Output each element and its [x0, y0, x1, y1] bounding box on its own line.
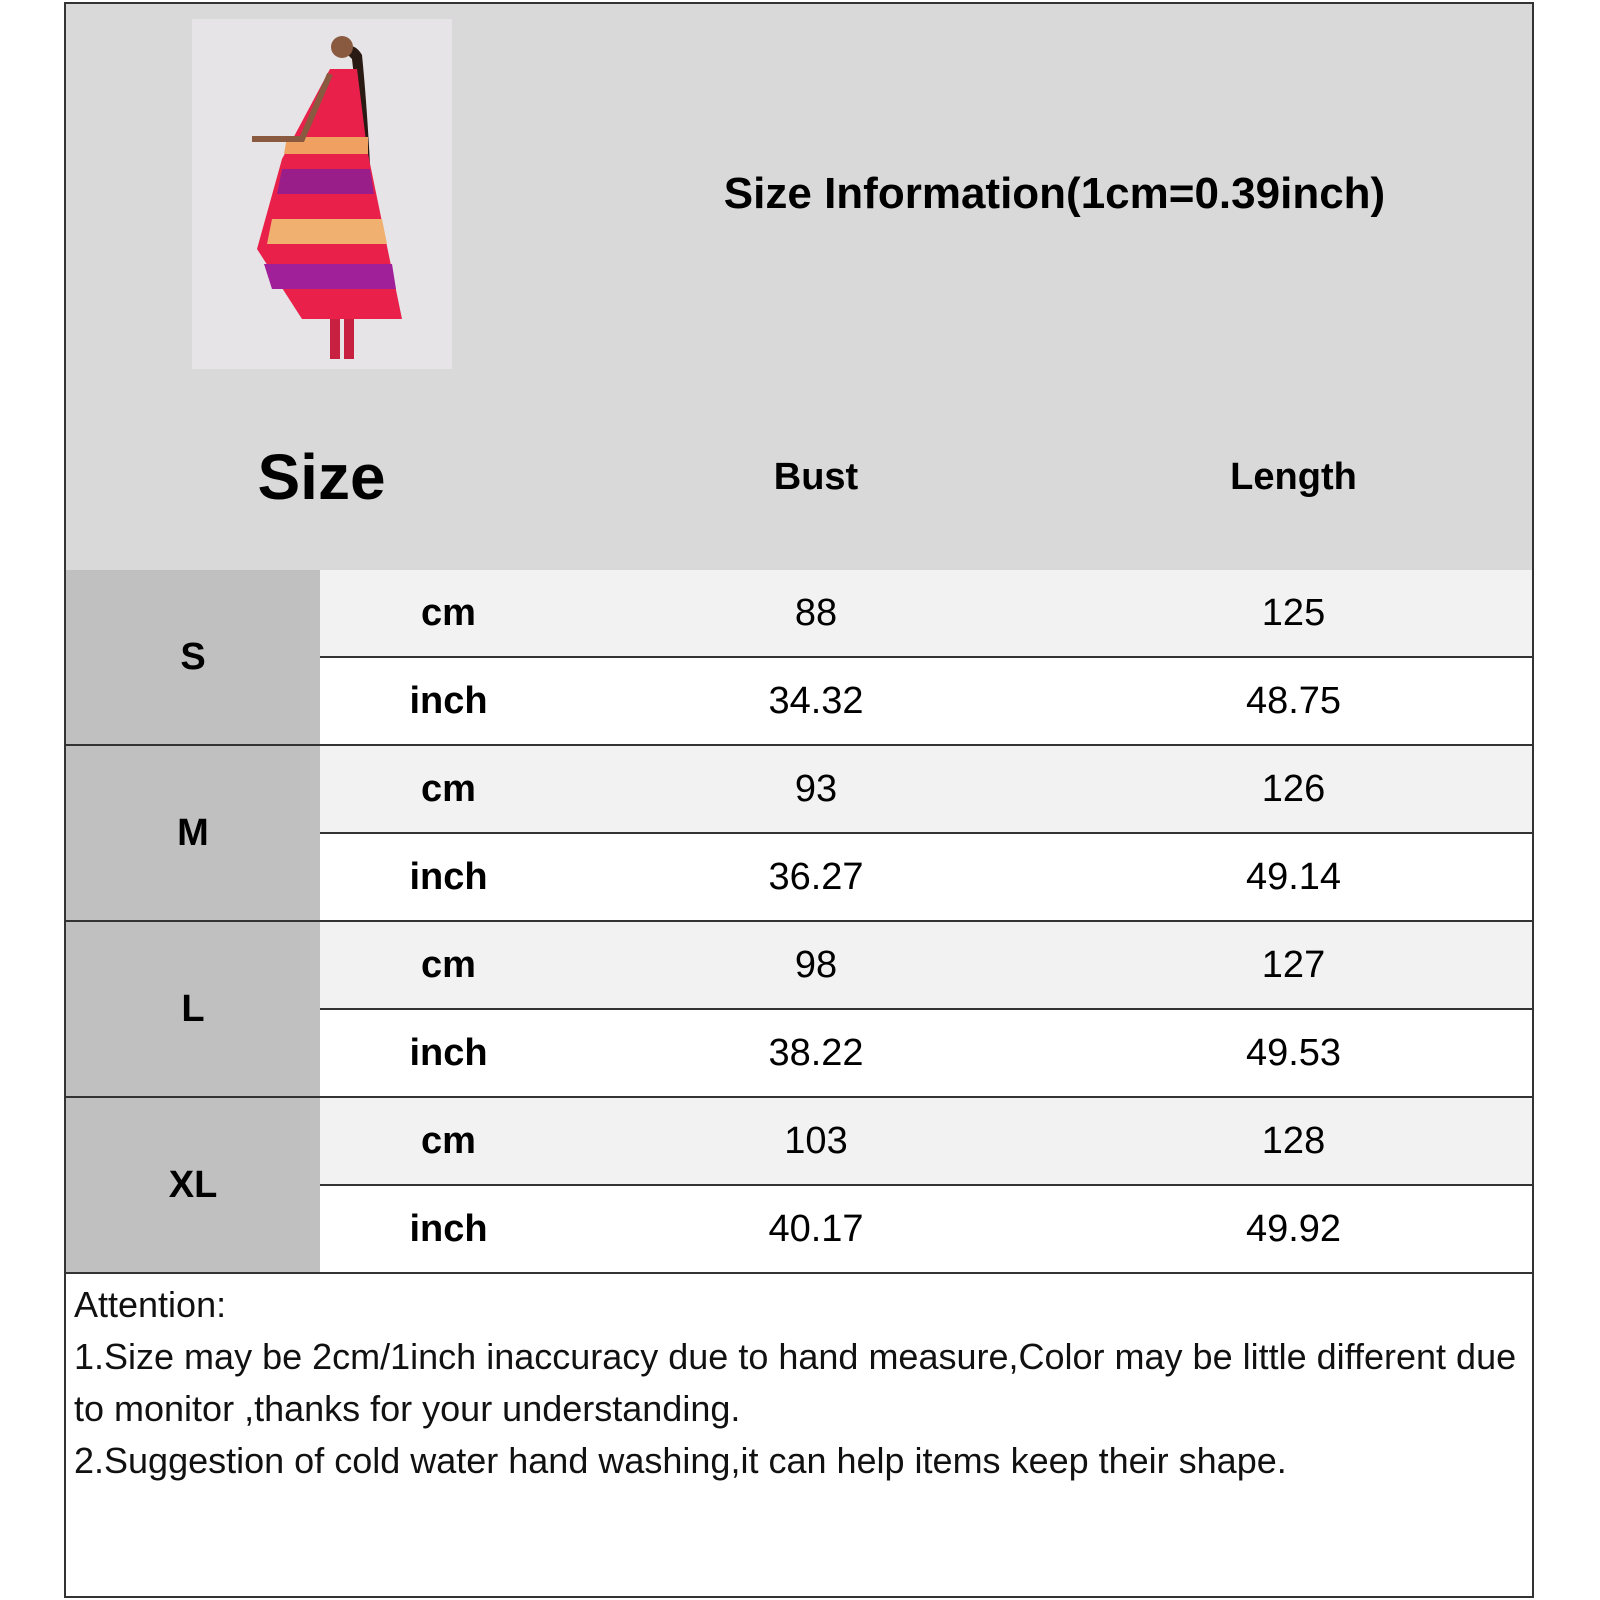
length-value: 125: [1055, 570, 1534, 658]
size-label: M: [66, 746, 322, 922]
bust-value: 88: [577, 570, 1057, 658]
product-photo: [191, 19, 452, 369]
bust-value: 34.32: [577, 658, 1057, 746]
unit-label: cm: [320, 570, 579, 658]
bust-value: 36.27: [577, 834, 1057, 922]
bust-value: 93: [577, 746, 1057, 834]
size-label: XL: [66, 1098, 322, 1274]
length-value: 128: [1055, 1098, 1534, 1186]
chart-title: Size Information(1cm=0.39inch): [577, 4, 1534, 386]
header-bust: Bust: [577, 384, 1057, 572]
attention-notes: Attention: 1.Size may be 2cm/1inch inacc…: [66, 1275, 1532, 1491]
notes-line-2: 2.Suggestion of cold water hand washing,…: [74, 1440, 1287, 1481]
unit-label: inch: [320, 1186, 579, 1274]
unit-label: cm: [320, 922, 579, 1010]
product-photo-cell: [66, 4, 579, 386]
header-length: Length: [1055, 384, 1534, 572]
length-value: 49.92: [1055, 1186, 1534, 1274]
header-size: Size: [66, 384, 579, 572]
bust-value: 98: [577, 922, 1057, 1010]
bust-value: 103: [577, 1098, 1057, 1186]
length-value: 127: [1055, 922, 1534, 1010]
bust-value: 40.17: [577, 1186, 1057, 1274]
length-value: 126: [1055, 746, 1534, 834]
length-value: 49.14: [1055, 834, 1534, 922]
size-label: L: [66, 922, 322, 1098]
bust-value: 38.22: [577, 1010, 1057, 1098]
notes-line-1: 1.Size may be 2cm/1inch inaccuracy due t…: [74, 1336, 1517, 1429]
size-label: S: [66, 570, 322, 746]
notes-heading: Attention:: [74, 1284, 227, 1325]
length-value: 49.53: [1055, 1010, 1534, 1098]
length-value: 48.75: [1055, 658, 1534, 746]
unit-label: cm: [320, 1098, 579, 1186]
unit-label: cm: [320, 746, 579, 834]
unit-label: inch: [320, 1010, 579, 1098]
size-chart-table: Size Information(1cm=0.39inch) Size Bust…: [64, 2, 1534, 1598]
unit-label: inch: [320, 658, 579, 746]
unit-label: inch: [320, 834, 579, 922]
